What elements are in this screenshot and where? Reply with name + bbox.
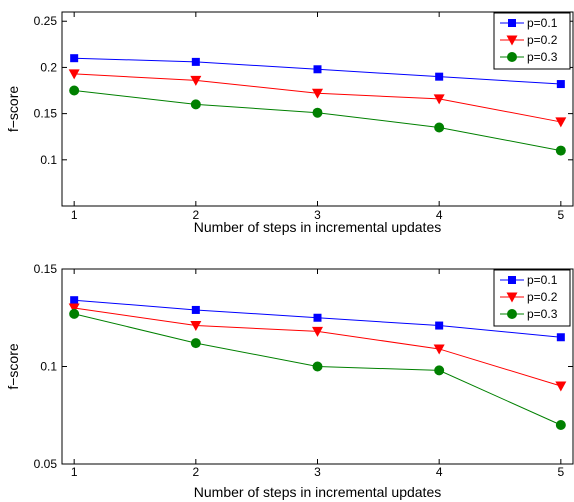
data-point-p=0.3 — [190, 99, 201, 110]
chart-panel-1: 1 2 3 4 5 0.1 0.15 0.2 0.25 Number of steps in in… — [5, 11, 574, 235]
y-tick-label: 0.25 — [34, 14, 58, 28]
data-point-p=0.1 — [70, 54, 79, 63]
data-point-p=0.3 — [555, 145, 566, 156]
data-point-p=0.1 — [435, 72, 444, 81]
data-point-p=0.2 — [312, 88, 323, 99]
legend-marker — [506, 35, 518, 46]
x-tick-label: 4 — [436, 208, 443, 222]
data-point-p=0.3 — [555, 420, 566, 430]
x-tick-label: 5 — [557, 208, 564, 222]
legend-label: p=0.1 — [527, 273, 558, 287]
legend-marker — [508, 276, 516, 284]
legend-label: p=0.1 — [527, 16, 558, 30]
x-tick-label: 3 — [314, 465, 321, 479]
data-point-p=0.1 — [191, 57, 200, 66]
data-point-p=0.2 — [68, 303, 80, 314]
y-tick-label: 0.15 — [34, 262, 58, 276]
data-point-p=0.2 — [68, 69, 80, 80]
legend: p=0.1 p=0.2 p=0.3 — [493, 269, 571, 327]
data-point-p=0.2 — [433, 344, 445, 355]
y-axis-label: f−score — [5, 86, 21, 133]
data-point-p=0.3 — [312, 107, 323, 118]
x-axis-label: Number of steps in incremental updates — [194, 219, 441, 235]
data-point-p=0.2 — [555, 117, 567, 128]
y-tick-label: 0.1 — [40, 153, 57, 167]
data-point-p=0.2 — [312, 326, 323, 337]
legend-box — [493, 269, 571, 327]
data-point-p=0.2 — [555, 381, 567, 392]
legend-label: p=0.2 — [527, 290, 558, 304]
data-point-p=0.1 — [191, 305, 200, 314]
x-tick-label: 1 — [71, 208, 78, 222]
data-point-p=0.1 — [556, 333, 565, 342]
series-line-p=0.3 — [74, 90, 561, 152]
data-point-p=0.1 — [70, 296, 79, 305]
y-tick-label: 0.15 — [34, 107, 58, 121]
chart-panel-2: 1 2 3 4 5 0.05 0.1 0.15 Number of steps in incre… — [5, 262, 574, 500]
legend-box — [493, 12, 571, 70]
y-axis-label: f−score — [5, 343, 21, 390]
data-point-p=0.1 — [313, 313, 322, 322]
data-point-p=0.1 — [313, 65, 322, 74]
x-tick-label: 2 — [192, 465, 199, 479]
data-point-p=0.3 — [312, 361, 323, 372]
data-point-p=0.1 — [556, 80, 565, 89]
y-tick-label: 0.05 — [34, 457, 58, 471]
y-tick-label: 0.2 — [40, 60, 57, 74]
data-point-p=0.3 — [69, 85, 80, 96]
x-tick-label: 4 — [436, 465, 443, 479]
x-tick-label: 2 — [192, 208, 199, 222]
legend-marker — [506, 292, 518, 303]
y-tick-label: 0.1 — [40, 360, 57, 374]
data-point-p=0.2 — [190, 75, 202, 86]
data-point-p=0.3 — [69, 308, 80, 319]
x-tick-label: 5 — [557, 465, 564, 479]
data-point-p=0.3 — [434, 365, 445, 376]
data-point-p=0.3 — [190, 338, 201, 349]
data-point-p=0.2 — [433, 94, 445, 105]
legend-marker — [507, 52, 517, 62]
data-point-p=0.1 — [435, 321, 444, 330]
legend-label: p=0.3 — [527, 50, 558, 64]
legend-marker — [507, 309, 517, 319]
legend-marker — [508, 19, 516, 27]
data-point-p=0.3 — [434, 122, 445, 133]
x-axis-label: Number of steps in incremental updates — [194, 484, 441, 500]
x-tick-label: 3 — [314, 208, 321, 222]
legend-label: p=0.3 — [527, 307, 558, 321]
x-tick-label: 1 — [71, 465, 78, 479]
legend: p=0.1 p=0.2 p=0.3 — [493, 12, 571, 70]
legend-label: p=0.2 — [527, 33, 558, 47]
data-point-p=0.2 — [190, 321, 202, 332]
